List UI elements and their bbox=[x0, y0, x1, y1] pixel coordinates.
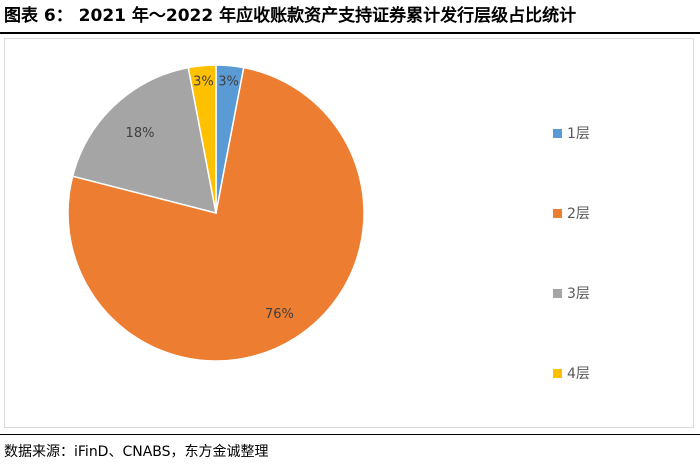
data-label-3: 18% bbox=[126, 126, 155, 141]
source-note: 数据来源：iFinD、CNABS，东方金诚整理 bbox=[4, 444, 269, 460]
legend-swatch bbox=[553, 288, 562, 298]
data-label-1: 3% bbox=[218, 74, 239, 89]
legend-item-3: 3层 bbox=[553, 284, 590, 302]
legend-label: 4层 bbox=[567, 366, 590, 382]
legend-swatch bbox=[553, 368, 562, 378]
legend-swatch bbox=[553, 208, 562, 218]
data-label-4: 3% bbox=[193, 74, 214, 89]
pie-slice-3 bbox=[71, 66, 217, 215]
pie-slice-4 bbox=[187, 64, 217, 214]
legend-label: 3层 bbox=[567, 286, 590, 302]
legend-item-1: 1层 bbox=[553, 124, 590, 142]
legend-item-4: 4层 bbox=[553, 364, 590, 382]
figure-title: 图表 6： 2021 年～2022 年应收账款资产支持证券累计发行层级占比统计 bbox=[4, 6, 577, 26]
source-divider bbox=[0, 434, 700, 435]
pie-chart: 3% 76% 18% 3% bbox=[67, 64, 365, 362]
legend-swatch bbox=[553, 128, 562, 138]
title-divider bbox=[0, 32, 700, 34]
chart-area: 3% 76% 18% 3% 1层 2层 3层 4层 bbox=[4, 38, 694, 428]
legend-label: 1层 bbox=[567, 126, 590, 142]
legend-label: 2层 bbox=[567, 206, 590, 222]
pie-slice-2 bbox=[67, 66, 365, 362]
data-label-2: 76% bbox=[265, 307, 294, 322]
legend-item-2: 2层 bbox=[553, 204, 590, 222]
